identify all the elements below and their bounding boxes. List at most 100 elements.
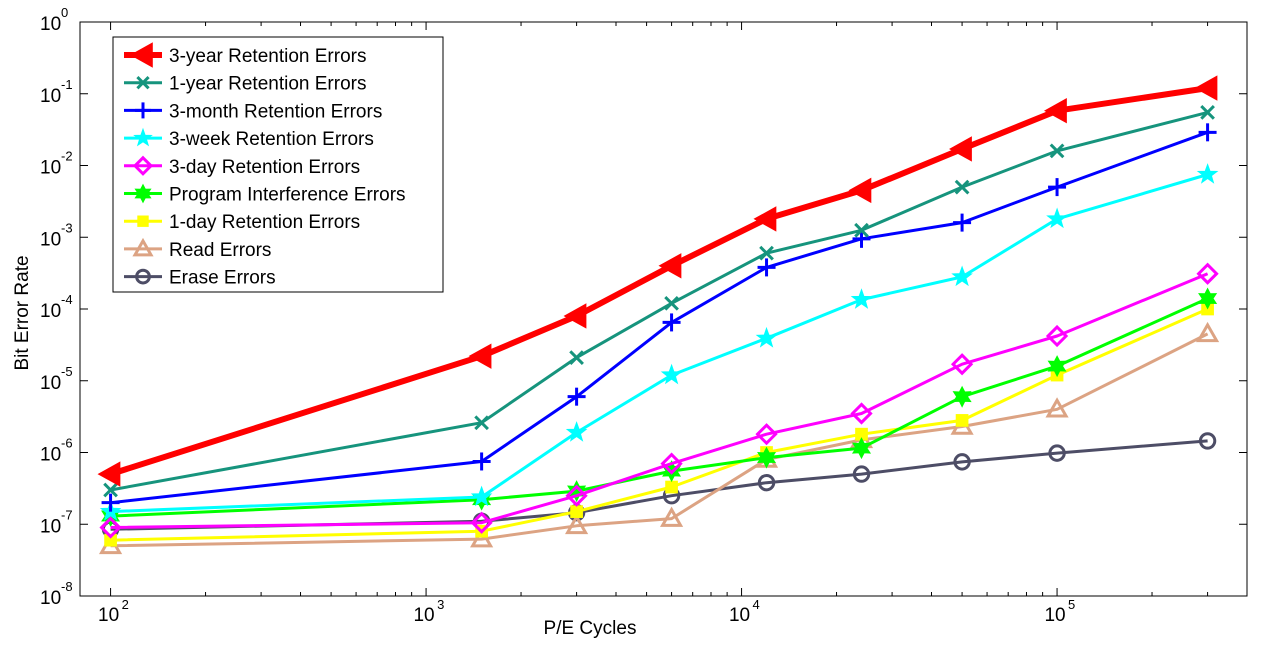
series-1-year-retention-errors <box>103 105 1215 498</box>
legend-item: 3-day Retention Errors <box>124 155 360 178</box>
series-line <box>110 439 1208 531</box>
marker <box>569 350 584 365</box>
marker <box>470 511 493 534</box>
marker <box>950 353 974 376</box>
marker <box>567 480 587 503</box>
marker <box>658 253 682 279</box>
legend-label: Erase Errors <box>169 268 276 289</box>
x-axis-label: P/E Cycles <box>544 618 637 639</box>
marker <box>1198 287 1218 310</box>
marker <box>468 343 492 369</box>
y-tick-label: 10 <box>40 301 61 322</box>
legend-label: 1-year Retention Errors <box>169 74 366 95</box>
marker <box>1043 98 1067 124</box>
marker <box>1198 432 1217 450</box>
marker <box>659 506 684 527</box>
legend-label: 3-day Retention Errors <box>169 157 360 178</box>
legend-item: Erase Errors <box>124 268 276 289</box>
x-tick-label: 10 <box>1044 605 1065 626</box>
marker <box>954 179 970 195</box>
y-tick-label-exponent: -5 <box>61 364 73 379</box>
marker <box>134 183 152 204</box>
x-tick-label: 10 <box>413 605 434 626</box>
legend: 3-year Retention Errors 1-year Retention … <box>112 36 444 293</box>
series-3-day-retention-errors <box>99 262 1219 539</box>
series-3-year-retention-errors <box>97 75 1218 487</box>
marker <box>129 42 153 68</box>
legend-label: 3-year Retention Errors <box>169 46 366 67</box>
legend-label: Read Errors <box>169 240 271 261</box>
x-tick-label: 10 <box>98 605 119 626</box>
y-tick-label: 10 <box>40 445 61 466</box>
marker <box>665 480 678 494</box>
y-tick-label: 10 <box>40 588 61 609</box>
legend-item: 3-month Retention Errors <box>124 101 382 122</box>
legend-item: 1-day Retention Errors <box>124 212 360 233</box>
marker <box>132 155 154 176</box>
marker <box>565 513 589 535</box>
marker <box>753 206 777 232</box>
y-tick-label-exponent: 0 <box>61 5 68 20</box>
x-tick-label-exponent: 3 <box>437 597 444 612</box>
y-tick-label-exponent: -2 <box>61 149 73 164</box>
marker <box>1048 444 1066 462</box>
series-3-week-retention-errors <box>99 163 1219 521</box>
marker <box>136 76 150 90</box>
y-tick-label: 10 <box>40 158 61 179</box>
marker <box>848 177 872 204</box>
marker <box>1046 207 1068 229</box>
y-tick-label-exponent: -3 <box>61 220 73 235</box>
marker <box>132 237 154 257</box>
legend-label: 3-week Retention Errors <box>169 129 374 150</box>
x-tick-label-exponent: 4 <box>753 597 760 612</box>
marker <box>759 245 774 261</box>
legend-label: 1-day Retention Errors <box>169 212 360 233</box>
marker <box>1194 75 1218 101</box>
marker <box>470 527 494 548</box>
y-tick-label-exponent: -1 <box>61 77 73 92</box>
y-tick-label-exponent: -7 <box>61 507 73 522</box>
y-tick-label-exponent: -4 <box>61 292 73 307</box>
marker <box>850 288 873 309</box>
x-tick-label-exponent: 5 <box>1068 597 1075 612</box>
y-tick-label-exponent: -6 <box>61 436 73 451</box>
marker <box>755 326 778 348</box>
marker <box>1196 163 1219 184</box>
y-tick-label-exponent: -8 <box>61 579 73 594</box>
marker <box>133 127 153 147</box>
y-tick-label: 10 <box>40 516 61 537</box>
marker <box>955 414 969 427</box>
x-tick-label: 10 <box>729 605 750 626</box>
marker <box>570 505 583 518</box>
x-tick-label-exponent: 2 <box>122 597 129 612</box>
marker <box>660 452 683 475</box>
axis-ticks <box>80 21 1248 597</box>
y-axis-label: Bit Error Rate <box>12 255 33 370</box>
legend-label: 3-month Retention Errors <box>169 101 382 122</box>
legend-item: Program Interference Errors <box>124 183 406 206</box>
marker <box>1195 321 1220 343</box>
marker <box>755 423 778 446</box>
legend-item: 3-year Retention Errors <box>124 42 366 68</box>
marker <box>660 363 683 385</box>
legend-item: 3-week Retention Errors <box>124 127 374 150</box>
marker <box>852 465 871 483</box>
marker <box>949 136 972 162</box>
marker <box>757 446 777 469</box>
series-3-month-retention-errors <box>101 123 1217 512</box>
legend-item: 1-year Retention Errors <box>124 74 366 95</box>
marker <box>103 482 118 498</box>
marker <box>563 303 587 329</box>
marker <box>137 215 149 227</box>
y-tick-label: 10 <box>40 373 61 394</box>
marker <box>664 295 679 311</box>
marker <box>1045 397 1069 418</box>
marker <box>565 421 588 442</box>
marker <box>850 402 873 425</box>
marker <box>952 385 972 408</box>
marker <box>854 222 869 238</box>
legend-box <box>112 36 444 293</box>
